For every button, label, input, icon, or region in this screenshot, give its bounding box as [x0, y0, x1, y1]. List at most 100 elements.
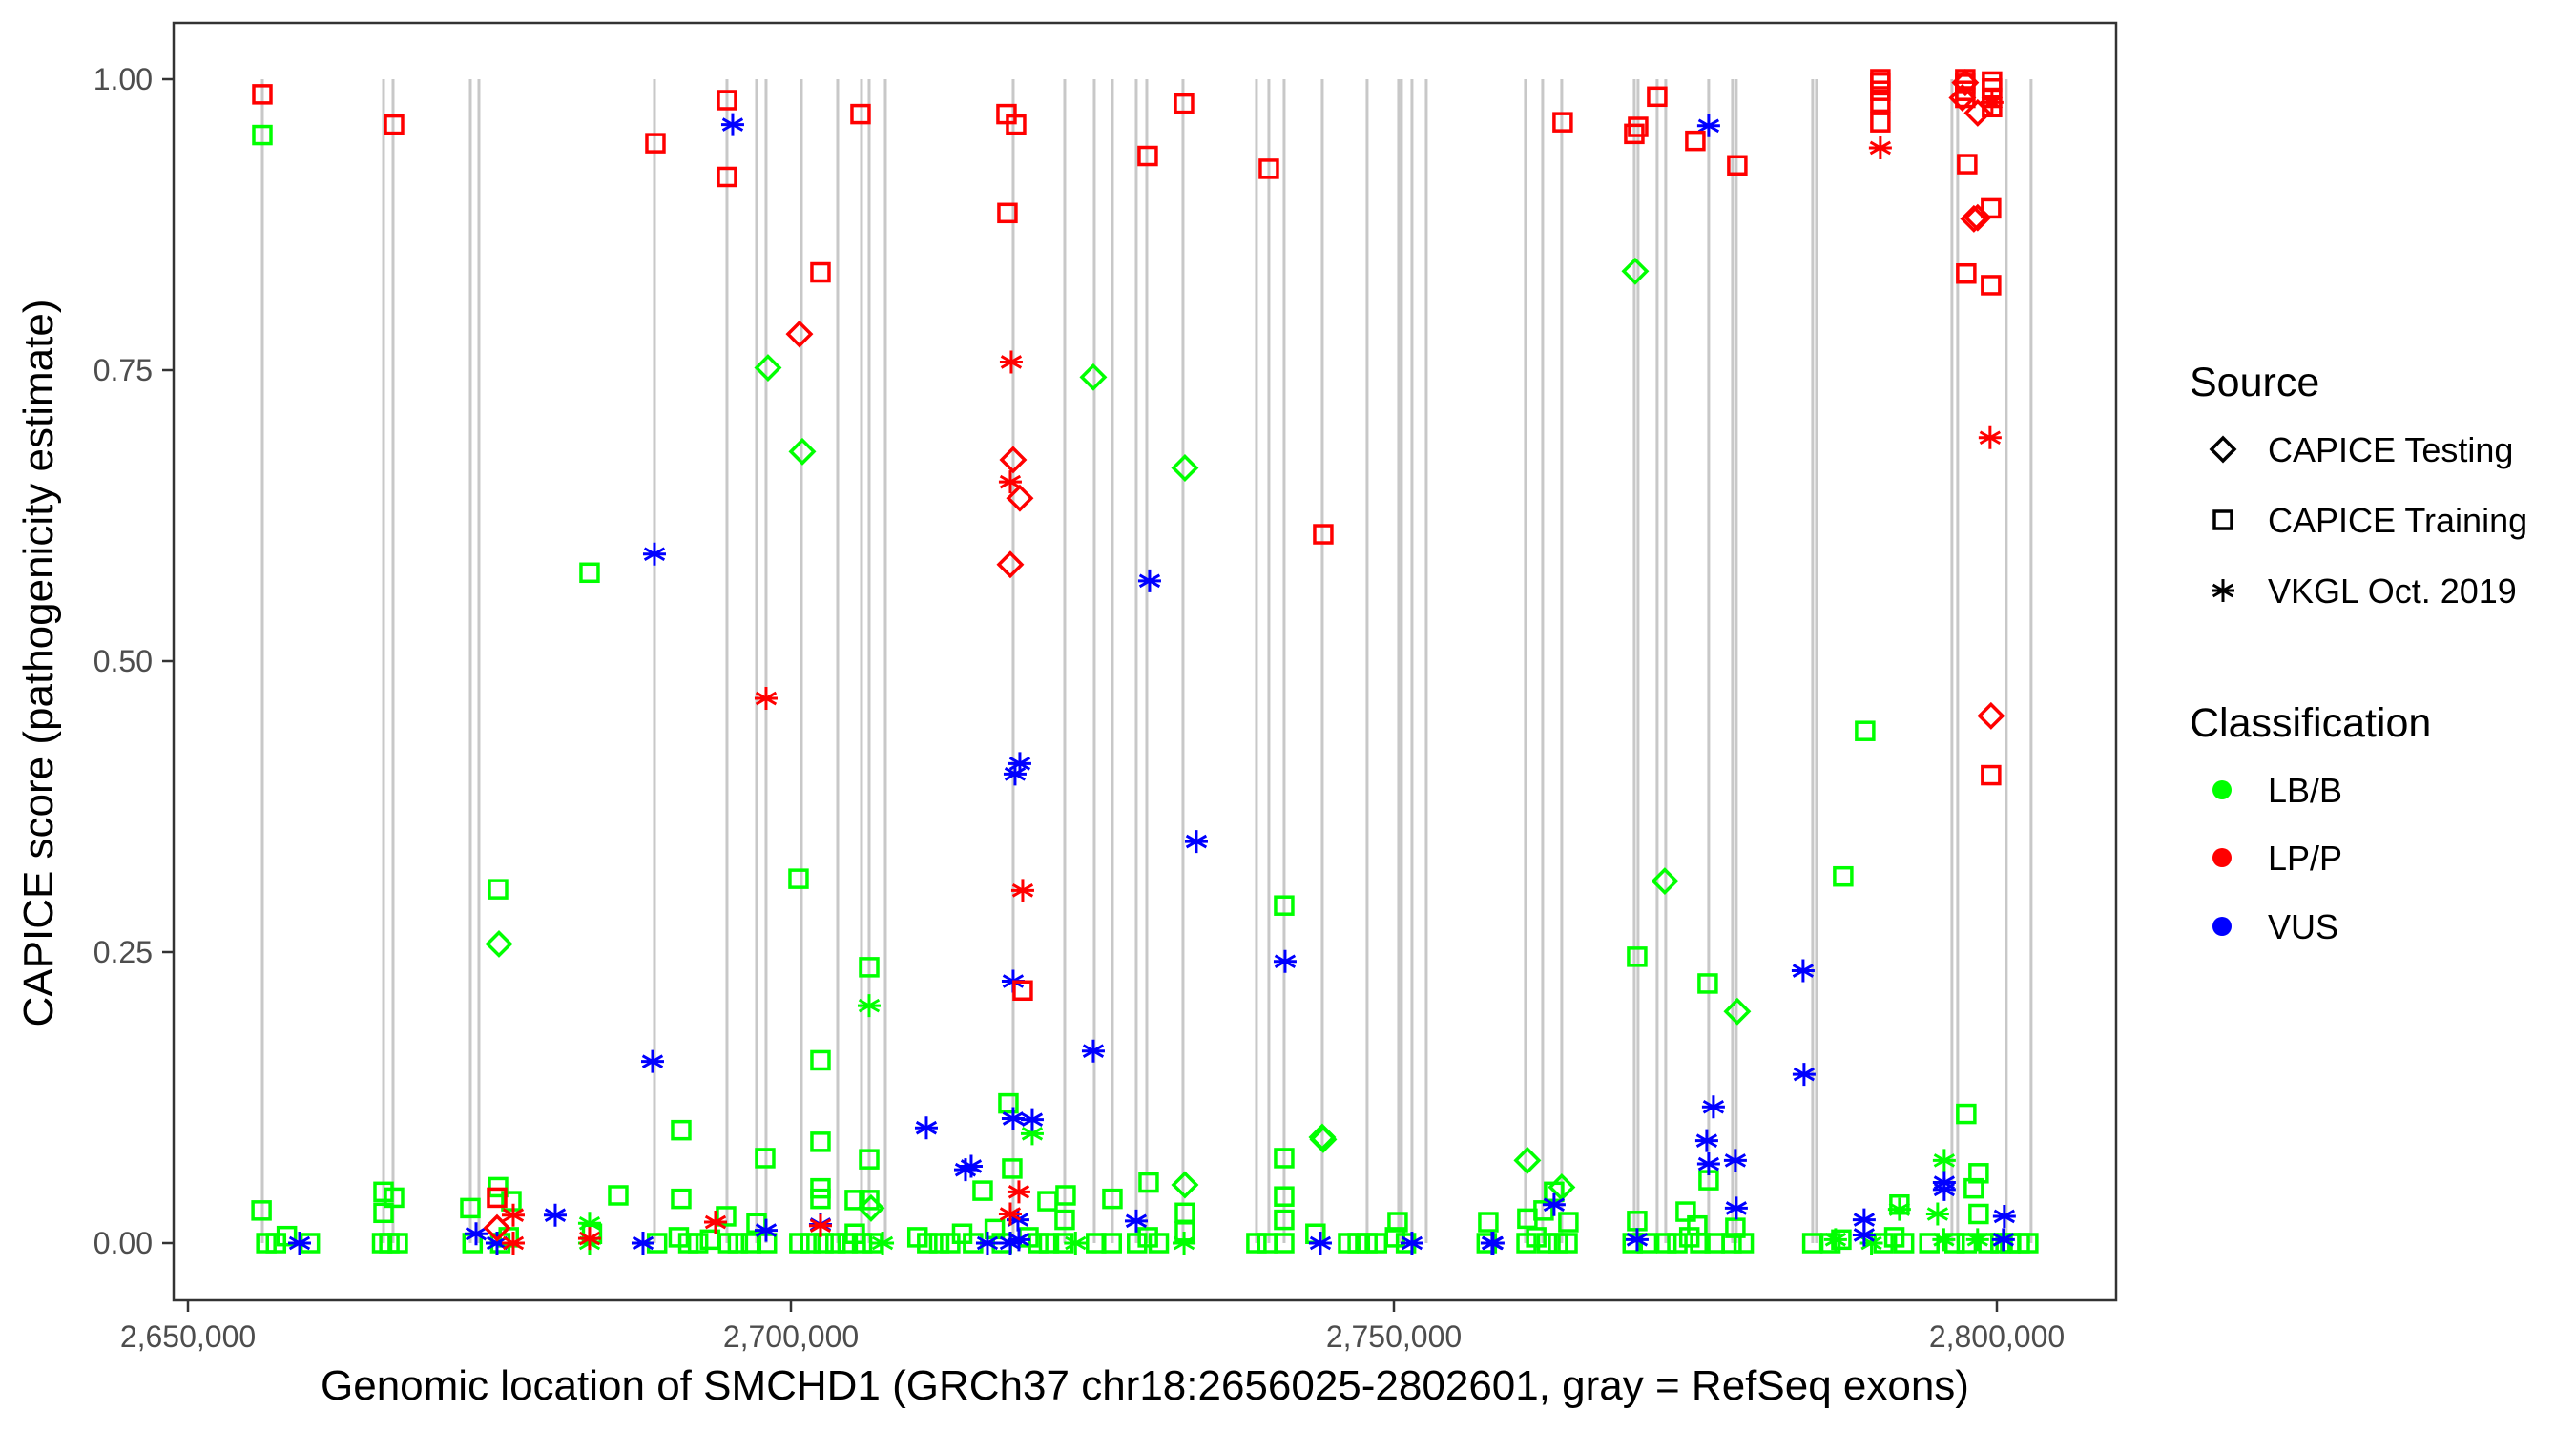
y-axis: 0.00 0.25 0.50 0.75 1.00 — [93, 62, 174, 1260]
data-point — [485, 929, 513, 958]
data-point — [276, 1225, 298, 1247]
legend-class-label: LP/P — [2268, 839, 2342, 878]
data-point — [727, 1233, 749, 1254]
data-point — [460, 1197, 481, 1219]
data-point — [1274, 1186, 1295, 1207]
data-point — [717, 166, 737, 188]
data-point — [717, 90, 737, 111]
data-point — [631, 1232, 654, 1255]
data-point — [1697, 973, 1718, 994]
data-point — [914, 1116, 938, 1140]
data-point — [800, 1233, 821, 1254]
data-point — [1124, 1209, 1148, 1233]
data-point — [917, 1233, 938, 1254]
data-point — [810, 261, 831, 283]
data-point — [1258, 158, 1279, 179]
data-point — [1028, 1233, 1049, 1254]
legend-shape-diamond-icon — [2209, 435, 2237, 464]
data-point — [1855, 720, 1876, 741]
data-point — [483, 1213, 511, 1242]
data-point — [871, 1232, 895, 1255]
data-point — [1309, 1125, 1338, 1153]
data-point — [1992, 1204, 2016, 1228]
legend-class-items: LB/B LP/P VUS — [2212, 771, 2342, 946]
data-point — [373, 1181, 394, 1203]
data-point — [813, 1233, 834, 1254]
data-point — [1823, 1228, 1847, 1252]
data-point — [287, 1232, 311, 1255]
data-point — [999, 350, 1023, 374]
data-point — [1557, 1233, 1578, 1254]
data-point — [1020, 1122, 1044, 1146]
x-axis: 2,650,000 2,700,000 2,750,000 2,800,000 — [120, 1300, 2065, 1354]
data-point — [1833, 865, 1854, 887]
data-point — [1956, 1103, 1977, 1125]
data-point — [1536, 1233, 1558, 1254]
data-point — [1054, 1209, 1075, 1231]
data-point — [501, 1191, 522, 1212]
data-point — [1006, 114, 1027, 135]
y-tick-label: 0.75 — [93, 353, 153, 387]
data-point — [1542, 1192, 1566, 1216]
data-point — [1173, 1232, 1196, 1255]
data-point — [851, 1233, 873, 1254]
data-point — [487, 1187, 508, 1209]
data-point — [1174, 93, 1195, 114]
data-point — [251, 1200, 272, 1221]
data-point — [1893, 1233, 1915, 1254]
data-point — [1956, 1233, 1978, 1254]
x-axis-title: Genomic location of SMCHD1 (GRCh37 chr18… — [321, 1362, 1969, 1409]
data-point — [1831, 1229, 1852, 1251]
data-point — [1956, 262, 1977, 284]
data-point — [1868, 135, 1892, 159]
legend: Source CAPICE Testing CAPICE Training VKGL… — [2190, 360, 2527, 946]
data-point — [1723, 997, 1752, 1026]
data-point — [501, 1203, 525, 1227]
data-point — [1819, 1233, 1841, 1254]
legend-shape-asterisk-icon — [2212, 579, 2234, 602]
data-point — [997, 202, 1018, 224]
data-point — [1627, 946, 1648, 967]
data-point — [1002, 1158, 1023, 1179]
data-point — [1887, 1197, 1911, 1221]
data-point — [844, 1190, 865, 1211]
x-tick-label: 2,750,000 — [1326, 1319, 1462, 1354]
data-point — [754, 1218, 778, 1242]
data-point — [859, 957, 880, 978]
data-point — [1007, 1228, 1030, 1252]
data-point — [1968, 1163, 1989, 1184]
data-point — [1981, 764, 2002, 786]
legend-color-dot-icon — [2212, 917, 2232, 936]
data-point — [1963, 98, 1992, 127]
data-point — [2018, 1233, 2039, 1254]
data-point — [642, 542, 666, 566]
legend-class-label: LB/B — [2268, 771, 2342, 810]
data-point — [1977, 701, 2005, 730]
legend-color-dot-icon — [2212, 848, 2232, 867]
data-point — [810, 1049, 831, 1071]
data-point — [1274, 1209, 1295, 1231]
data-point — [1079, 363, 1108, 391]
data-point — [1685, 130, 1706, 152]
data-point — [1965, 1228, 1989, 1252]
data-point — [645, 133, 666, 154]
data-point — [1081, 1039, 1105, 1063]
data-point — [1184, 830, 1208, 854]
data-point — [1400, 1232, 1423, 1255]
data-point — [785, 320, 814, 348]
data-point — [720, 113, 744, 136]
data-point — [1701, 1095, 1725, 1119]
data-point — [1696, 114, 1720, 137]
data-point — [1932, 1149, 1956, 1172]
data-point — [1978, 425, 2002, 449]
data-point — [1723, 1149, 1747, 1172]
data-points — [251, 69, 2039, 1255]
data-point — [1513, 1146, 1542, 1174]
data-point — [1980, 91, 2004, 114]
data-point — [1127, 1233, 1148, 1254]
y-tick-label: 0.00 — [93, 1226, 153, 1260]
data-point — [1625, 1228, 1649, 1252]
data-point — [1621, 257, 1650, 285]
data-point — [999, 446, 1028, 474]
data-point — [543, 1203, 567, 1227]
